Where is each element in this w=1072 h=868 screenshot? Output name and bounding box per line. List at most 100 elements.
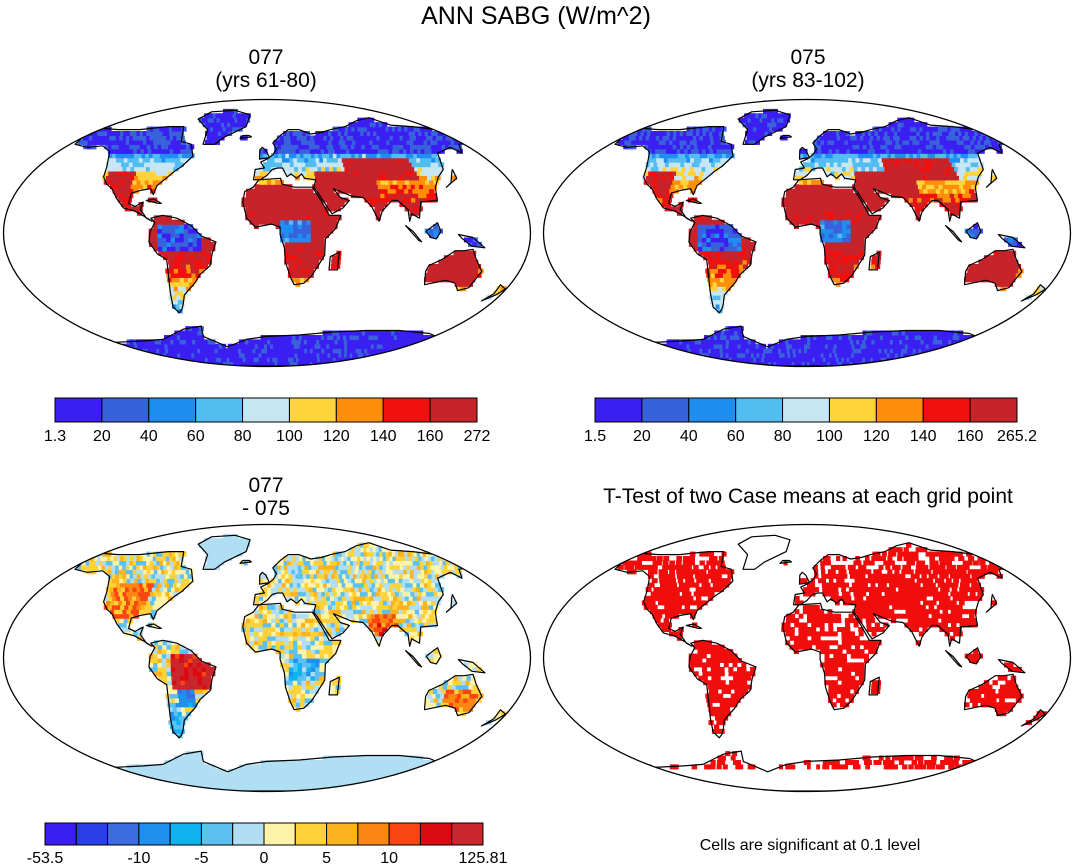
grid-cell bbox=[166, 352, 172, 358]
grid-cell bbox=[118, 357, 126, 363]
grid-cell bbox=[221, 357, 226, 363]
grid-cell bbox=[177, 330, 183, 336]
grid-cell bbox=[1011, 272, 1018, 278]
grid-cell bbox=[379, 188, 385, 194]
grid-cell bbox=[963, 352, 971, 358]
grid-cell bbox=[294, 166, 299, 172]
grid-cell bbox=[388, 361, 395, 367]
grid-cell bbox=[759, 126, 764, 132]
grid-cell bbox=[880, 339, 886, 345]
grid-cell bbox=[938, 126, 944, 132]
grid-cell bbox=[826, 131, 831, 136]
grid-cell bbox=[163, 361, 170, 367]
grid-cell bbox=[691, 339, 698, 345]
grid-cell bbox=[412, 335, 419, 340]
grid-cell bbox=[914, 206, 920, 212]
grid-cell bbox=[656, 131, 663, 136]
grid-cell bbox=[940, 330, 947, 336]
grid-cell bbox=[896, 148, 902, 154]
grid-cell bbox=[391, 188, 397, 194]
grid-cell bbox=[701, 228, 707, 234]
grid-cell bbox=[301, 215, 307, 221]
grid-cell bbox=[315, 219, 320, 225]
grid-cell bbox=[213, 126, 218, 132]
grid-cell bbox=[430, 139, 437, 145]
grid-cell bbox=[774, 357, 779, 363]
grid-cell bbox=[950, 144, 956, 150]
grid-cell bbox=[273, 139, 278, 145]
grid-cell bbox=[254, 343, 259, 349]
grid-cell bbox=[689, 126, 696, 132]
grid-cell bbox=[284, 237, 290, 243]
grid-cell bbox=[839, 131, 844, 136]
grid-cell bbox=[312, 144, 318, 150]
grid-cell bbox=[822, 335, 827, 340]
grid-cell bbox=[841, 259, 847, 265]
grid-cell bbox=[761, 357, 766, 363]
grid-cell bbox=[909, 170, 915, 176]
grid-cell bbox=[721, 361, 727, 367]
grid-cell bbox=[356, 339, 362, 345]
grid-cell bbox=[310, 170, 316, 176]
grid-cell bbox=[688, 228, 694, 234]
grid-cell bbox=[386, 135, 392, 141]
grid-cell bbox=[316, 339, 321, 345]
grid-cell bbox=[317, 343, 322, 349]
grid-cell bbox=[903, 166, 910, 172]
grid-cell bbox=[846, 148, 851, 154]
grid-cell bbox=[859, 144, 865, 150]
grid-cell bbox=[233, 352, 238, 358]
grid-cell bbox=[149, 126, 156, 132]
grid-cell bbox=[956, 153, 963, 159]
grid-cell bbox=[913, 170, 919, 176]
grid-cell bbox=[722, 268, 728, 274]
grid-cell bbox=[385, 357, 392, 363]
grid-cell bbox=[820, 135, 825, 141]
grid-cell bbox=[974, 162, 981, 168]
grid-cell bbox=[327, 148, 333, 154]
grid-cell bbox=[307, 175, 312, 181]
grid-cell bbox=[702, 135, 709, 141]
grid-cell bbox=[115, 148, 121, 154]
grid-cell bbox=[949, 348, 957, 354]
grid-cell bbox=[964, 131, 971, 136]
grid-cell bbox=[281, 153, 286, 159]
grid-cell bbox=[112, 170, 118, 176]
grid-cell bbox=[241, 352, 246, 358]
grid-cell bbox=[905, 361, 911, 367]
grid-cell bbox=[142, 139, 149, 145]
grid-cell bbox=[876, 335, 882, 340]
grid-cell bbox=[377, 170, 383, 176]
grid-cell bbox=[388, 179, 395, 185]
grid-cell bbox=[882, 148, 888, 154]
grid-cell bbox=[725, 339, 731, 345]
grid-cell bbox=[742, 352, 748, 358]
grid-cell bbox=[396, 139, 402, 145]
grid-cell bbox=[911, 193, 918, 199]
grid-cell bbox=[922, 184, 928, 190]
grid-cell bbox=[692, 179, 699, 185]
grid-cell bbox=[950, 330, 957, 336]
grid-cell bbox=[267, 188, 272, 194]
grid-cell bbox=[466, 264, 473, 269]
grid-cell bbox=[637, 131, 644, 136]
grid-cell bbox=[824, 343, 829, 349]
grid-cell bbox=[902, 139, 908, 145]
grid-cell bbox=[189, 255, 195, 261]
grid-cell bbox=[325, 153, 331, 159]
grid-cell bbox=[698, 175, 704, 181]
grid-cell bbox=[385, 352, 391, 358]
grid-cell bbox=[680, 162, 686, 168]
grid-cell bbox=[267, 184, 272, 190]
grid-cell bbox=[829, 352, 833, 358]
grid-cell bbox=[859, 233, 865, 238]
grid-cell bbox=[914, 148, 920, 154]
grid-cell bbox=[391, 343, 398, 349]
grid-cell bbox=[292, 348, 297, 354]
grid-cell bbox=[1009, 277, 1016, 283]
grid-cell bbox=[171, 162, 177, 168]
grid-cell bbox=[406, 144, 413, 150]
grid-cell bbox=[140, 162, 146, 168]
grid-cell bbox=[306, 228, 312, 234]
grid-cell bbox=[373, 126, 379, 132]
